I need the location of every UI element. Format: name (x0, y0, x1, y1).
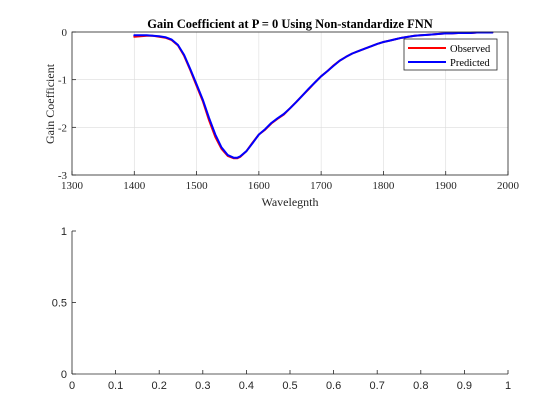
bottom-x-tick-label: 0.4 (239, 380, 254, 392)
bottom-x-tick-label: 0.7 (370, 380, 385, 392)
legend-observed-label: Observed (450, 44, 491, 55)
top-y-tick-label: -2 (58, 122, 67, 134)
top-x-tick-label: 1400 (123, 180, 146, 192)
bottom-x-tick-label: 0.9 (457, 380, 472, 392)
top-chart-ticks: 1300 1400 1500 1600 1700 1800 1900 2000 -3 -2 -1 0 (58, 27, 520, 192)
top-chart: Gain Coefficient at P = 0 Using Non-stan… (43, 17, 520, 209)
top-chart-legend: Observed Predicted (403, 38, 498, 71)
series-line-predicted (133, 31, 494, 159)
top-x-tick-label: 1600 (248, 180, 271, 192)
bottom-y-tick-label: 0.5 (52, 298, 67, 310)
top-y-tick-label: -3 (58, 170, 68, 182)
bottom-chart-ticks: 0 0.1 0.2 0.3 0.4 0.5 0.6 0.7 0.8 0.9 1 0 0.5 1 (52, 226, 511, 392)
top-chart-y-axis-label: Gain Coefficient (43, 63, 57, 144)
bottom-x-tick-label: 0.3 (195, 380, 210, 392)
legend-predicted-label: Predicted (450, 58, 490, 69)
top-x-tick-label: 2000 (497, 180, 520, 192)
bottom-x-tick-label: 0.1 (108, 380, 123, 392)
bottom-y-tick-label: 1 (61, 226, 67, 238)
top-y-tick-label: -1 (58, 75, 67, 87)
top-x-tick-label: 1300 (61, 180, 84, 192)
top-chart-title: Gain Coefficient at P = 0 Using Non-stan… (147, 17, 433, 31)
top-y-tick-label: 0 (62, 27, 68, 39)
top-chart-series (133, 31, 494, 160)
bottom-x-tick-label: 0.2 (152, 380, 167, 392)
top-x-tick-label: 1500 (186, 180, 209, 192)
top-x-tick-label: 1800 (372, 180, 395, 192)
top-x-tick-label: 1900 (435, 180, 458, 192)
bottom-x-tick-label: 0 (69, 380, 75, 392)
top-chart-axes-box (71, 31, 509, 176)
bottom-x-tick-label: 1 (505, 380, 511, 392)
bottom-chart: 0 0.1 0.2 0.3 0.4 0.5 0.6 0.7 0.8 0.9 1 0 0.5 1 (52, 226, 511, 392)
bottom-y-tick-label: 0 (61, 369, 67, 381)
top-chart-x-axis-label: Wavelegnth (261, 195, 318, 209)
bottom-x-tick-label: 0.5 (282, 380, 297, 392)
legend-box (403, 38, 498, 71)
bottom-x-tick-label: 0.6 (326, 380, 341, 392)
top-x-tick-label: 1700 (310, 180, 333, 192)
bottom-x-tick-label: 0.8 (413, 380, 428, 392)
